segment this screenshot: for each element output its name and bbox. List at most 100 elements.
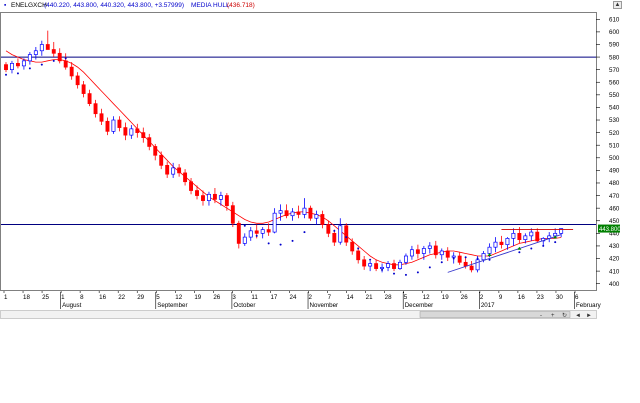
candle bbox=[362, 256, 367, 270]
candle bbox=[129, 125, 134, 139]
symbol-name: ENELGXCH bbox=[11, 2, 47, 9]
candle-body bbox=[242, 236, 247, 244]
scroll-left-button-glyph: ◄ bbox=[575, 313, 581, 319]
time-tick-label: 23 bbox=[537, 294, 544, 301]
candle-body bbox=[511, 232, 516, 239]
price-tick-label: 570 bbox=[609, 67, 620, 74]
refresh-icon-glyph: ↻ bbox=[562, 312, 567, 319]
candle bbox=[272, 208, 277, 234]
candle-body bbox=[218, 195, 223, 200]
current-price-badge bbox=[598, 224, 620, 233]
candle bbox=[409, 245, 414, 260]
time-tick-label: 18 bbox=[23, 294, 30, 301]
candle-body bbox=[356, 250, 361, 261]
horizontal-scrollbar[interactable]: - + ↻ ◄ ► bbox=[0, 310, 597, 320]
candle bbox=[398, 259, 402, 270]
candle-body bbox=[290, 211, 295, 217]
candle bbox=[344, 223, 349, 246]
candle bbox=[350, 238, 355, 255]
empty-workspace bbox=[0, 322, 640, 403]
price-tick-label: 550 bbox=[609, 92, 620, 99]
price-tick-label: 580 bbox=[609, 54, 620, 61]
time-tick-label: 6 bbox=[575, 294, 579, 301]
candle-body bbox=[403, 255, 408, 263]
plot-frame bbox=[0, 12, 597, 291]
candle bbox=[111, 116, 116, 134]
candle-body bbox=[398, 261, 402, 269]
candle bbox=[421, 245, 426, 260]
candle-body bbox=[523, 235, 528, 240]
scroll-up-button[interactable]: ▲ bbox=[613, 1, 622, 9]
time-tick-label: 11 bbox=[251, 294, 258, 301]
candle-body bbox=[147, 137, 152, 147]
candle-body bbox=[105, 120, 110, 132]
indicator-value: (436.718) bbox=[227, 2, 255, 9]
candle-body bbox=[380, 266, 385, 269]
month-label: August bbox=[62, 302, 82, 309]
scroll-left-button[interactable]: ◄ bbox=[575, 313, 581, 319]
candle bbox=[69, 62, 74, 80]
candle-body bbox=[368, 263, 373, 267]
candle bbox=[45, 30, 50, 50]
indicator-dot bbox=[488, 258, 491, 261]
zoom-in-button[interactable]: + bbox=[551, 313, 555, 319]
price-chart: 400 410 420 430 440 450 460 470 480 490 500 510 520 5… bbox=[0, 12, 621, 320]
trend-line bbox=[447, 234, 562, 273]
zoom-in-button-glyph: + bbox=[551, 313, 555, 319]
price-tick-label: 600 bbox=[609, 29, 620, 36]
candle bbox=[547, 232, 552, 243]
candle-body bbox=[386, 263, 390, 268]
time-tick-label: 16 bbox=[518, 294, 525, 301]
candle bbox=[63, 53, 68, 70]
candle bbox=[392, 259, 396, 272]
refresh-icon[interactable]: ↻ bbox=[562, 312, 567, 319]
candle bbox=[260, 227, 265, 239]
candle bbox=[177, 164, 182, 177]
time-tick-label: 1 bbox=[4, 294, 8, 301]
price-tick-label: 560 bbox=[609, 79, 620, 86]
indicator-dot bbox=[267, 242, 270, 245]
candle-body bbox=[374, 263, 379, 269]
candle bbox=[356, 247, 361, 264]
candle bbox=[141, 127, 146, 143]
time-tick-label: 7 bbox=[328, 294, 332, 301]
price-tick-label: 470 bbox=[609, 193, 620, 200]
candle-body bbox=[535, 231, 540, 242]
candle-body bbox=[296, 211, 301, 215]
price-tick-label: 440 bbox=[609, 231, 620, 238]
scroll-right-button[interactable]: ► bbox=[586, 313, 592, 319]
candle-body bbox=[559, 228, 564, 234]
time-tick-label: 17 bbox=[270, 294, 277, 301]
candle-body bbox=[529, 231, 534, 237]
candle-body bbox=[338, 225, 343, 243]
candle-body bbox=[433, 245, 438, 256]
indicator-dot bbox=[428, 266, 431, 269]
candle-body bbox=[469, 265, 474, 271]
indicator-dot bbox=[452, 257, 455, 260]
candle bbox=[415, 244, 420, 259]
candle bbox=[15, 58, 20, 69]
candle-body bbox=[207, 193, 211, 201]
candle bbox=[445, 247, 450, 262]
indicator-dot bbox=[381, 268, 384, 271]
price-tick-label: 510 bbox=[609, 142, 620, 149]
plot-area bbox=[0, 12, 597, 291]
candle-body bbox=[141, 132, 146, 138]
candle bbox=[296, 205, 301, 219]
zoom-out-button[interactable]: - bbox=[540, 313, 542, 319]
chart-title-bar: ▪ ENELGXCH (440.220, 443.800, 440.320, 4… bbox=[0, 0, 640, 12]
candle bbox=[320, 210, 325, 229]
candle bbox=[529, 228, 534, 241]
candle bbox=[535, 228, 540, 243]
candle bbox=[33, 46, 38, 60]
candle bbox=[314, 210, 319, 225]
price-axis: 400 410 420 430 440 450 460 470 480 490 500 510 520 5… bbox=[596, 16, 621, 288]
candle bbox=[266, 223, 271, 236]
time-tick-label: 22 bbox=[118, 294, 125, 301]
indicator-dot bbox=[291, 239, 294, 242]
time-tick-label: 26 bbox=[213, 294, 220, 301]
candle-body bbox=[165, 165, 170, 175]
candle bbox=[75, 72, 80, 89]
indicator-dot bbox=[476, 257, 479, 260]
candle bbox=[284, 204, 289, 219]
